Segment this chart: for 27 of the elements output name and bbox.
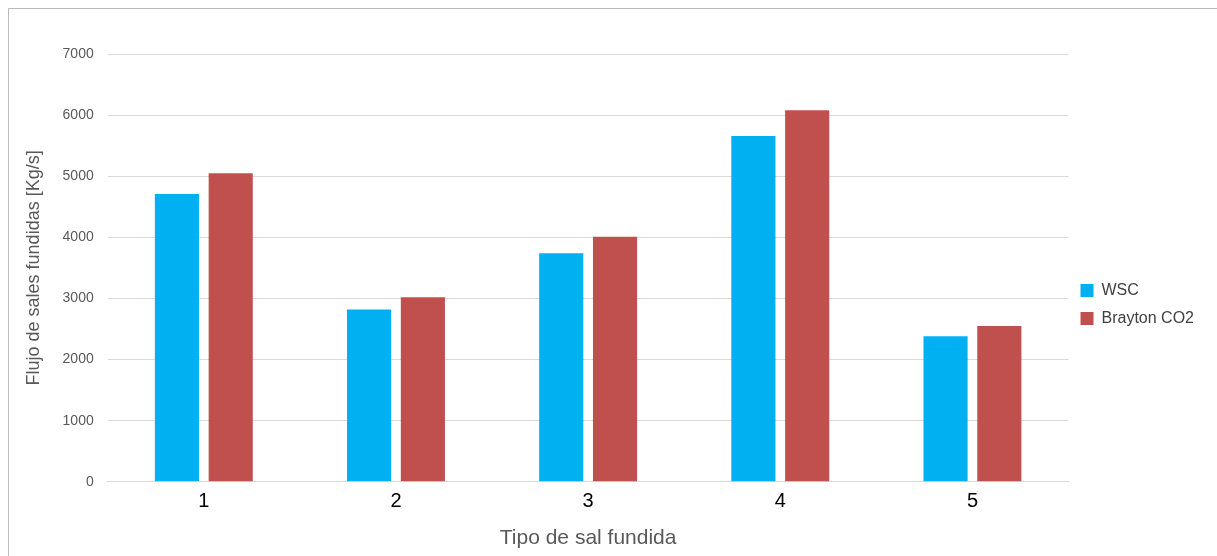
x-tick-label: 2 [390, 489, 402, 512]
y-tick-label: 4000 [62, 228, 94, 245]
bar [923, 336, 968, 482]
bar [731, 135, 776, 482]
y-tick-label: 0 [85, 472, 94, 489]
y-tick-label: 6000 [62, 105, 94, 122]
x-tick-label: 3 [582, 489, 594, 512]
legend-label: Brayton CO2 [1101, 308, 1195, 326]
bar [785, 110, 830, 482]
y-tick-label: 5000 [62, 167, 94, 184]
x-tick-label: 5 [966, 489, 978, 512]
bar [208, 173, 253, 482]
bar [539, 253, 584, 482]
y-tick-label: 3000 [62, 289, 94, 306]
bar [154, 193, 199, 482]
bar [347, 309, 392, 482]
y-tick-label: 7000 [62, 44, 94, 61]
x-tick-label: 4 [774, 489, 786, 512]
y-tick-label: 2000 [62, 350, 94, 367]
bar [592, 236, 638, 482]
x-tick-label: 1 [198, 489, 210, 512]
bar [977, 325, 1022, 482]
y-axis-title: Flujo de sales fundidas [Kg/s] [22, 150, 43, 386]
y-tick-label: 1000 [62, 411, 94, 428]
legend-label: WSC [1101, 280, 1139, 298]
x-axis-title: Tipo de sal fundida [499, 525, 677, 549]
bar [400, 297, 445, 482]
